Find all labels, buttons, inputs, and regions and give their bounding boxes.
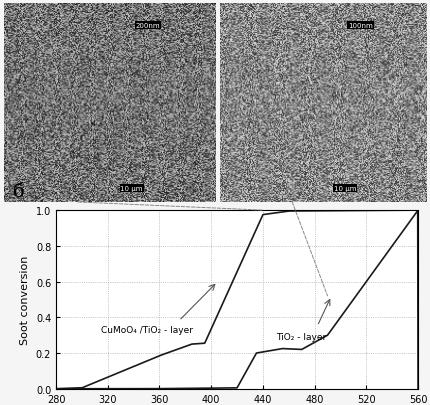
Text: 200nm: 200nm <box>135 23 160 29</box>
Text: a: a <box>9 0 20 18</box>
Y-axis label: Soot conversion: Soot conversion <box>20 255 30 344</box>
Text: TiO₂ - layer: TiO₂ - layer <box>275 332 326 341</box>
Text: 100nm: 100nm <box>347 23 372 29</box>
Text: 10 μm: 10 μm <box>333 185 355 192</box>
Text: б: б <box>12 182 24 200</box>
Text: CuMoO₄ /TiO₂ - layer: CuMoO₄ /TiO₂ - layer <box>101 325 193 334</box>
Text: 10 μm: 10 μm <box>120 185 143 192</box>
